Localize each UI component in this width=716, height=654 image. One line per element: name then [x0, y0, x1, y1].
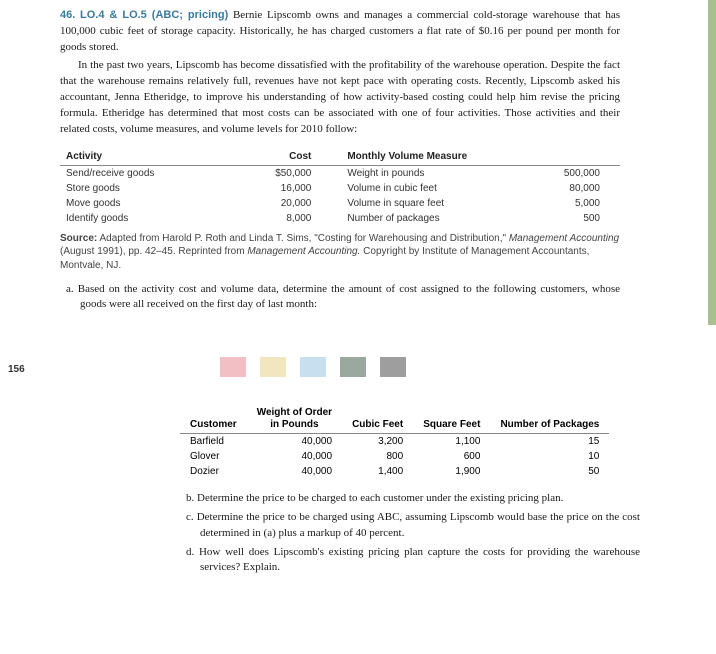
cell-cost: 8,000	[224, 211, 342, 226]
th-cost: Cost	[224, 148, 342, 166]
cell-activity: Send/receive goods	[60, 165, 224, 181]
cell-square: 1,900	[413, 464, 490, 479]
color-swatch	[300, 357, 326, 377]
problem-content-top: 46. LO.4 & LO.5 (ABC; pricing) Bernie Li…	[0, 0, 680, 313]
th-weight: Weight of Orderin Pounds	[247, 405, 342, 434]
cell-packages: 15	[490, 433, 609, 449]
source-t4: Management Accounting.	[247, 246, 360, 257]
cell-volume: 500,000	[519, 165, 620, 181]
question-a: a. Based on the activity cost and volume…	[60, 282, 620, 313]
color-swatch	[220, 357, 246, 377]
cell-customer: Glover	[180, 449, 247, 464]
customer-table-header-row: Customer Weight of Orderin Pounds Cubic …	[180, 405, 609, 434]
cell-packages: 10	[490, 449, 609, 464]
cell-weight: 40,000	[247, 464, 342, 479]
page-edge-decoration	[708, 0, 716, 360]
cell-weight: 40,000	[247, 449, 342, 464]
table-row: Dozier40,0001,4001,90050	[180, 464, 609, 479]
cell-volume: 500	[519, 211, 620, 226]
activity-table-header-row: Activity Cost Monthly Volume Measure	[60, 148, 620, 166]
source-label: Source:	[60, 233, 97, 244]
cell-packages: 50	[490, 464, 609, 479]
cell-cost: $50,000	[224, 165, 342, 181]
table-row: Glover40,00080060010	[180, 449, 609, 464]
cell-activity: Store goods	[60, 181, 224, 196]
cell-activity: Identify goods	[60, 211, 224, 226]
cell-measure: Number of packages	[341, 211, 518, 226]
cell-customer: Dozier	[180, 464, 247, 479]
problem-number: 46.	[60, 9, 75, 21]
cell-cubic: 800	[342, 449, 413, 464]
table-row: Move goods20,000Volume in square feet5,0…	[60, 196, 620, 211]
problem-para2: In the past two years, Lipscomb has beco…	[60, 58, 620, 138]
th-measure: Monthly Volume Measure	[341, 148, 620, 166]
cell-volume: 80,000	[519, 181, 620, 196]
cell-measure: Weight in pounds	[341, 165, 518, 181]
cell-measure: Volume in square feet	[341, 196, 518, 211]
cell-cubic: 1,400	[342, 464, 413, 479]
table-row: Send/receive goods$50,000Weight in pound…	[60, 165, 620, 181]
question-c: c. Determine the price to be charged usi…	[180, 510, 640, 541]
cell-cubic: 3,200	[342, 433, 413, 449]
cell-volume: 5,000	[519, 196, 620, 211]
problem-intro: 46. LO.4 & LO.5 (ABC; pricing) Bernie Li…	[60, 8, 620, 56]
th-square: Square Feet	[413, 405, 490, 434]
cell-cost: 20,000	[224, 196, 342, 211]
table-row: Identify goods8,000Number of packages500	[60, 211, 620, 226]
cell-cost: 16,000	[224, 181, 342, 196]
th-customer: Customer	[180, 405, 247, 434]
cell-customer: Barfield	[180, 433, 247, 449]
activity-table: Activity Cost Monthly Volume Measure Sen…	[60, 148, 620, 226]
cell-measure: Volume in cubic feet	[341, 181, 518, 196]
color-swatch	[380, 357, 406, 377]
cell-weight: 40,000	[247, 433, 342, 449]
table-row: Store goods16,000Volume in cubic feet80,…	[60, 181, 620, 196]
source-citation: Source: Adapted from Harold P. Roth and …	[60, 232, 620, 273]
th-cubic: Cubic Feet	[342, 405, 413, 434]
table-row: Barfield40,0003,2001,10015	[180, 433, 609, 449]
source-t3: (August 1991), pp. 42–45. Reprinted from	[60, 246, 245, 257]
th-packages: Number of Packages	[490, 405, 609, 434]
problem-content-bottom: Customer Weight of Orderin Pounds Cubic …	[0, 385, 700, 576]
page-break: 156	[0, 325, 716, 385]
color-swatch	[260, 357, 286, 377]
th-activity: Activity	[60, 148, 224, 166]
color-swatch	[340, 357, 366, 377]
cell-square: 1,100	[413, 433, 490, 449]
color-swatches	[220, 357, 406, 377]
question-b: b. Determine the price to be charged to …	[180, 491, 640, 506]
source-t1: Adapted from Harold P. Roth and Linda T.…	[99, 233, 506, 244]
cell-square: 600	[413, 449, 490, 464]
source-t2: Management Accounting	[509, 233, 619, 244]
customer-table: Customer Weight of Orderin Pounds Cubic …	[180, 405, 609, 479]
question-d: d. How well does Lipscomb's existing pri…	[180, 545, 640, 576]
cell-activity: Move goods	[60, 196, 224, 211]
problem-lo-tag: LO.4 & LO.5 (ABC; pricing)	[80, 9, 228, 21]
page-number: 156	[8, 364, 25, 375]
